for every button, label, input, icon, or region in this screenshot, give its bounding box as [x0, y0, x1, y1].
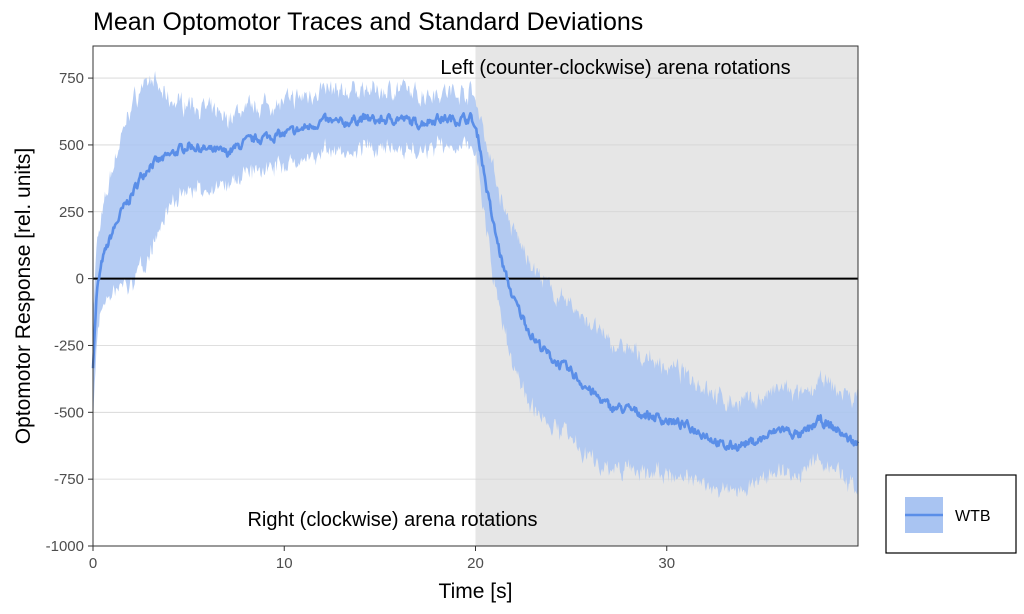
- x-axis-title: Time [s]: [439, 580, 513, 603]
- y-axis-title: Optomotor Response [rel. units]: [12, 148, 35, 444]
- legend: WTB: [885, 474, 1017, 554]
- annotation-left-rotation: Left (counter-clockwise) arena rotations: [440, 57, 790, 79]
- x-axis-ticks: 0 10 20 30: [89, 546, 675, 572]
- x-tick-label: 10: [276, 555, 293, 572]
- x-tick-label: 20: [467, 555, 484, 572]
- y-axis-ticks: -1000 -750 -500 -250 0 250 500 750: [46, 70, 93, 555]
- plot-area: Left (counter-clockwise) arena rotations…: [91, 45, 860, 547]
- annotation-right-rotation: Right (clockwise) arena rotations: [247, 509, 537, 531]
- chart-title: Mean Optomotor Traces and Standard Devia…: [93, 8, 643, 36]
- series-wtb-sd-band: [93, 71, 858, 498]
- y-tick-label: 750: [59, 70, 84, 87]
- y-tick-label: -750: [54, 471, 84, 488]
- y-tick-label: 500: [59, 137, 84, 154]
- y-tick-label: 250: [59, 204, 84, 221]
- y-tick-label: -1000: [46, 538, 84, 555]
- x-tick-label: 0: [89, 555, 97, 572]
- y-tick-label: -500: [54, 404, 84, 421]
- legend-label-wtb: WTB: [955, 508, 991, 525]
- y-tick-label: -250: [54, 337, 84, 354]
- y-tick-label: 0: [76, 271, 84, 288]
- series-wtb-mean-line: [91, 112, 860, 452]
- x-tick-label: 30: [658, 555, 675, 572]
